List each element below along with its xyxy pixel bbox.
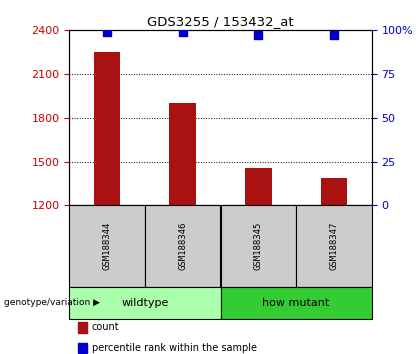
Point — [179, 29, 186, 35]
Bar — [169, 103, 196, 205]
Text: wildtype: wildtype — [121, 298, 168, 308]
Text: GSM188347: GSM188347 — [329, 222, 339, 270]
Bar — [321, 178, 347, 205]
Text: how mutant: how mutant — [262, 298, 330, 308]
Text: percentile rank within the sample: percentile rank within the sample — [92, 343, 257, 353]
Text: GSM188345: GSM188345 — [254, 222, 263, 270]
Text: GSM188346: GSM188346 — [178, 222, 187, 270]
Title: GDS3255 / 153432_at: GDS3255 / 153432_at — [147, 15, 294, 28]
Bar — [245, 168, 271, 205]
Point — [104, 29, 110, 35]
Text: genotype/variation ▶: genotype/variation ▶ — [4, 298, 100, 307]
Text: count: count — [92, 322, 120, 332]
Point — [331, 33, 337, 38]
Text: GSM188344: GSM188344 — [102, 222, 112, 270]
Bar — [94, 52, 120, 205]
Point — [255, 33, 262, 38]
